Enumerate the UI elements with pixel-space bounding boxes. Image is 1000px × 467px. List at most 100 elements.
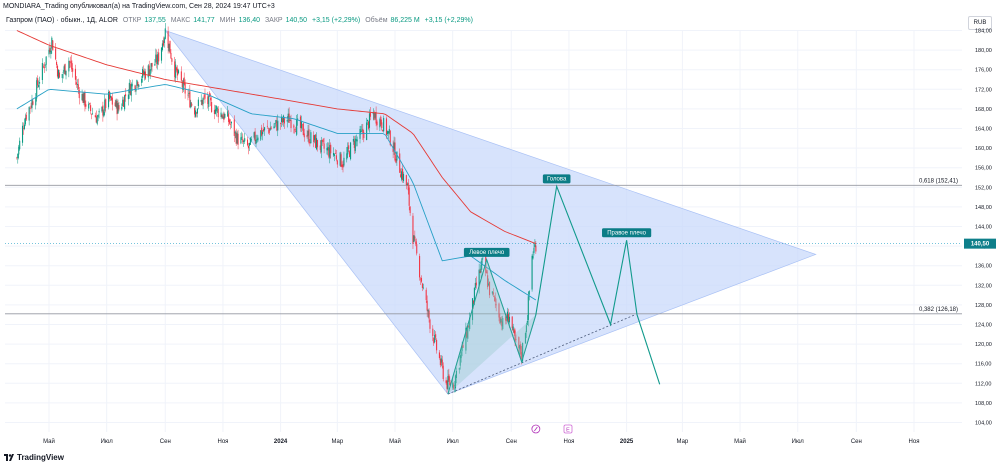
candle-body: [506, 311, 509, 322]
candle-body: [228, 113, 230, 122]
candle-body: [18, 146, 20, 155]
y-tick-label: 180,00: [975, 48, 992, 54]
candle-body: [494, 297, 496, 302]
candle-body: [522, 343, 524, 361]
candle-body: [300, 121, 302, 129]
candle-body: [184, 82, 186, 94]
candle-body: [297, 118, 299, 120]
y-tick-label: 112,00: [975, 381, 991, 387]
candle-body: [25, 114, 27, 120]
candle-body: [524, 333, 527, 344]
candle-body: [182, 80, 184, 91]
candle-body: [209, 92, 211, 97]
support-trendline: [447, 314, 636, 395]
x-tick-label: Ноя: [217, 439, 228, 445]
candle-body: [246, 139, 249, 146]
x-tick-label: 2025: [620, 439, 634, 445]
candle-body: [281, 116, 283, 123]
candle-body: [531, 255, 533, 290]
candle-body: [85, 104, 87, 107]
candle-body: [147, 65, 149, 78]
candle-body: [480, 264, 482, 273]
candle-body: [422, 287, 424, 289]
candle-body: [244, 138, 246, 142]
candle-body: [361, 129, 363, 131]
candle-body: [301, 124, 303, 126]
candle-body: [168, 43, 170, 51]
candle-body: [72, 68, 74, 72]
triangle-drawing[interactable]: [164, 29, 817, 395]
candle-body: [175, 64, 177, 79]
candle-body: [237, 133, 239, 145]
candle-body: [118, 105, 120, 110]
candle-body: [117, 103, 119, 114]
candle-body: [432, 328, 434, 337]
candle-body: [160, 47, 163, 61]
last-price-label: 140,50: [971, 242, 990, 248]
triangle-shape: [164, 29, 817, 395]
candle-body: [210, 97, 212, 101]
candle-body: [454, 385, 456, 387]
candle-body: [439, 358, 441, 366]
candle-body: [375, 112, 377, 124]
candle-body: [362, 128, 364, 135]
axes: 104,00 108,00 112,00 116,00 120,00 124,00 128,…: [43, 29, 996, 445]
candle-body: [32, 101, 34, 105]
candle-body: [488, 281, 491, 296]
candle-body: [280, 123, 282, 124]
candle-body: [295, 131, 297, 133]
y-tick-label: 172,00: [975, 87, 992, 93]
head-and-shoulders-drawing[interactable]: Левое плечо Голова Правое плечо: [447, 174, 661, 395]
candle-body: [525, 325, 527, 333]
candle-body: [81, 93, 83, 101]
candle-body: [194, 107, 196, 115]
candle-body: [505, 316, 507, 321]
candle-body: [167, 31, 169, 49]
candle-body: [162, 40, 164, 46]
candle-body: [190, 102, 192, 108]
y-tick-label: 132,00: [975, 283, 992, 289]
candle-body: [240, 137, 242, 144]
candle-body: [74, 68, 77, 80]
candle-body: [21, 125, 24, 143]
y-tick-label: 108,00: [975, 401, 992, 407]
candle-body: [155, 54, 157, 63]
candle-body: [260, 130, 262, 140]
candle-body: [235, 132, 237, 144]
candle-body: [31, 99, 33, 109]
candle-body: [460, 351, 462, 359]
candle-body: [270, 127, 272, 129]
candle-body: [71, 60, 73, 70]
candle-body: [94, 115, 96, 118]
candle-body: [308, 129, 310, 143]
candle-body: [103, 111, 105, 117]
candle-body: [289, 120, 291, 121]
candle-body: [473, 287, 475, 305]
candle-body: [78, 90, 80, 99]
candle-body: [329, 144, 331, 159]
candle-body: [402, 173, 405, 182]
candle-body: [116, 101, 118, 115]
y-tick-label: 116,00: [975, 362, 991, 368]
candle-body: [75, 82, 77, 85]
candle-body: [336, 160, 338, 165]
currency-badge[interactable]: RUB: [968, 16, 992, 30]
candle-body: [316, 139, 319, 148]
candle-body: [303, 133, 305, 138]
candle-body: [399, 153, 401, 173]
x-tick-label: Май: [734, 438, 746, 445]
candle-body: [347, 146, 349, 155]
footer-brand[interactable]: TradingView: [4, 453, 64, 462]
candle-body: [352, 139, 354, 142]
candle-body: [327, 146, 329, 151]
volume-value: 86,225 M: [390, 17, 420, 24]
candle-body: [409, 206, 411, 214]
symbol-name[interactable]: Газпром (ПАО) · обыкн., 1Д, ALOR: [6, 17, 118, 24]
open-label: ОТКР: [122, 17, 142, 24]
y-tick-label: 120,00: [975, 342, 992, 348]
candle-body: [208, 95, 210, 107]
low-value: 136,40: [238, 17, 260, 24]
candle-body: [134, 85, 136, 91]
candle-body: [290, 119, 292, 129]
